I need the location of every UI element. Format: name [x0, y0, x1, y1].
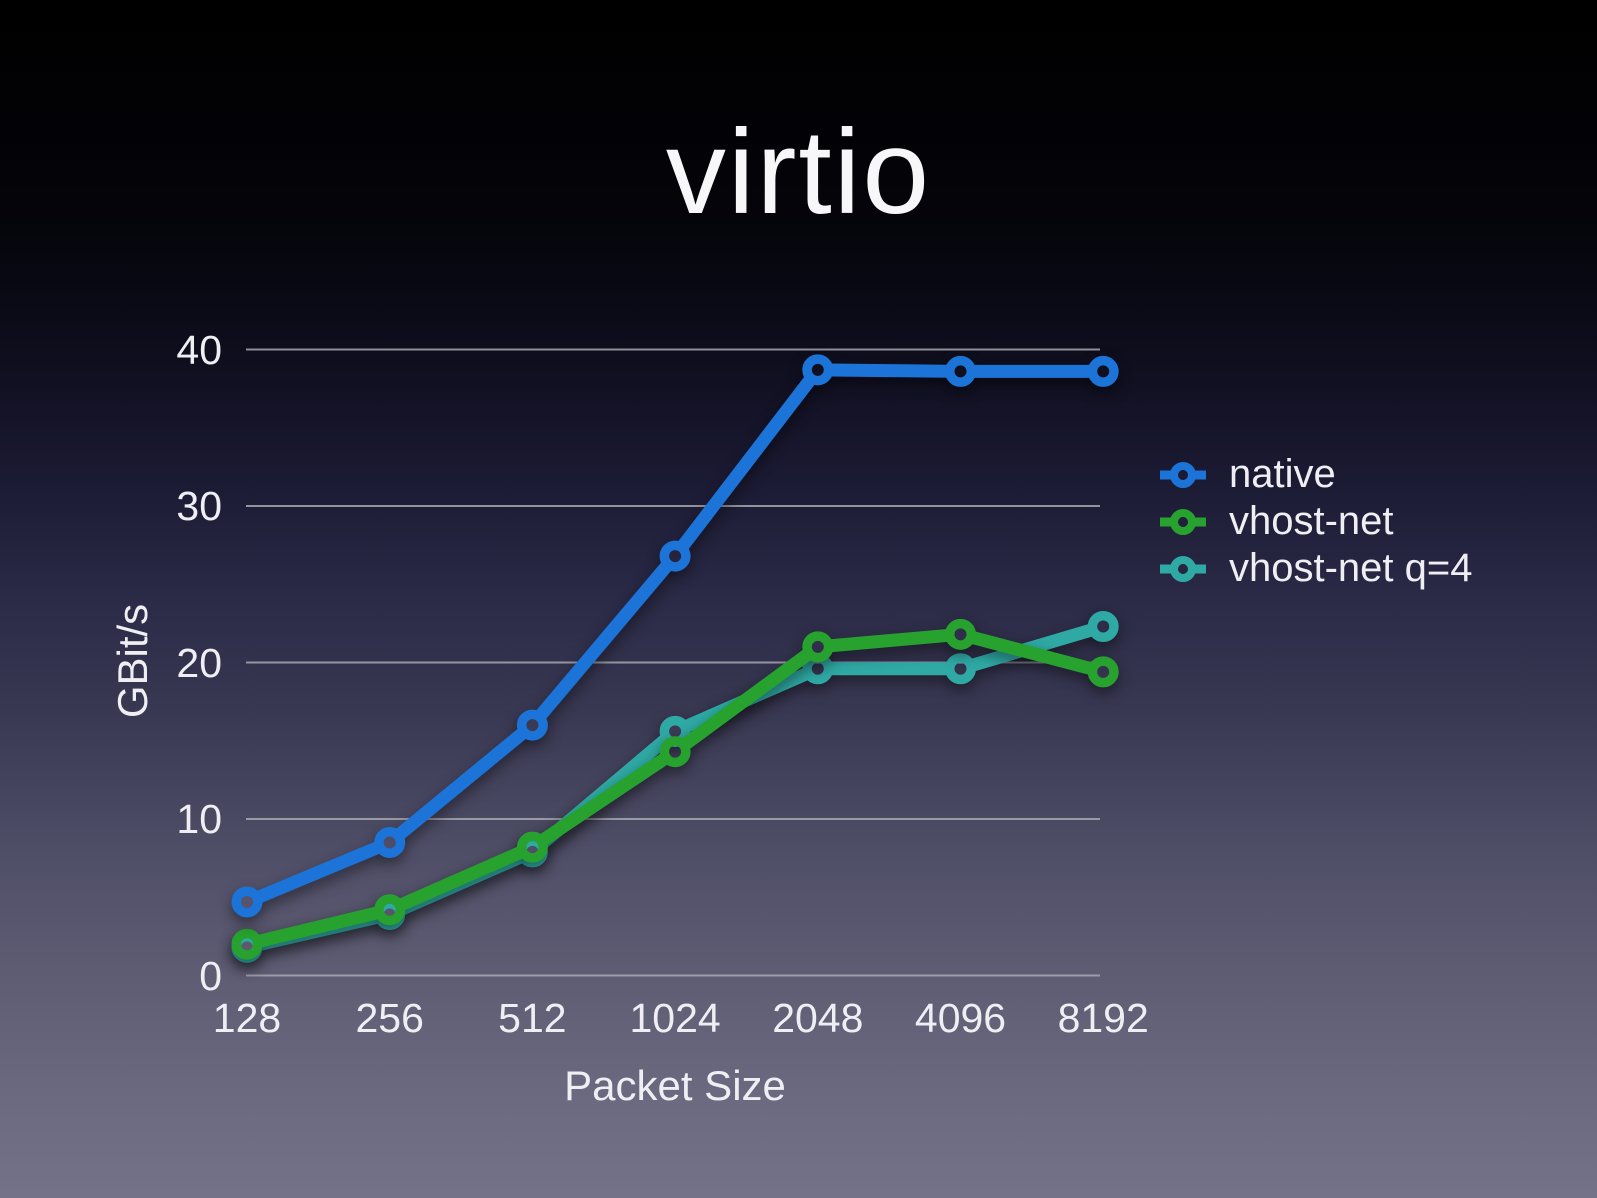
y-tick-label-40: 40	[176, 326, 222, 373]
data-point-marker	[659, 540, 691, 572]
legend-label: vhost-net	[1229, 499, 1394, 543]
data-point-marker	[659, 736, 691, 768]
x-tick-label-8192: 8192	[1057, 995, 1149, 1041]
data-point-marker	[945, 355, 976, 387]
legend-label: vhost-net q=4	[1229, 546, 1473, 590]
legend-item-vhost-net-q-4: vhost-net q=4	[1158, 545, 1473, 592]
data-point-marker	[1087, 611, 1119, 643]
y-tick-label-0: 0	[199, 952, 222, 999]
x-tick-label-512: 512	[498, 995, 567, 1041]
data-point-marker	[374, 894, 406, 926]
slide-title: virtio	[665, 105, 932, 239]
x-axis-title: Packet Size	[564, 1062, 786, 1109]
series-line	[240, 627, 1110, 951]
legend-marker-icon	[1160, 508, 1206, 535]
legend-label: native	[1229, 452, 1336, 496]
legend-marker-icon	[1160, 555, 1206, 582]
x-tick-label-4096: 4096	[914, 995, 1007, 1041]
legend-item-vhost-net: vhost-net	[1158, 498, 1473, 545]
chart-legend: native vhost-net vhost-net q=4	[1158, 451, 1473, 592]
y-tick-label-10: 10	[176, 796, 222, 842]
x-tick-label-256: 256	[355, 995, 424, 1041]
series-vhost-net	[231, 618, 1119, 960]
data-point-marker	[802, 631, 834, 663]
legend-marker-icon	[1160, 461, 1206, 488]
data-point-marker	[516, 709, 548, 741]
legend-item-native: native	[1158, 451, 1473, 498]
y-axis-title: GBit/s	[109, 603, 156, 719]
data-point-marker	[231, 928, 263, 960]
y-tick-label-30: 30	[176, 483, 222, 529]
data-point-marker	[1087, 355, 1119, 387]
series-vhost-net-q-4	[231, 611, 1119, 963]
data-point-marker	[802, 354, 834, 386]
data-point-marker	[1087, 656, 1119, 688]
data-point-marker	[374, 826, 406, 858]
data-point-marker	[945, 653, 976, 685]
x-tick-label-1024: 1024	[629, 995, 721, 1041]
x-tick-label-2048: 2048	[772, 995, 864, 1041]
data-point-marker	[945, 618, 976, 650]
data-point-marker	[231, 886, 263, 918]
x-tick-label-128: 128	[212, 995, 282, 1041]
series-line	[240, 363, 1110, 909]
series-native	[231, 354, 1119, 918]
y-tick-label-20: 20	[176, 639, 222, 686]
data-point-marker	[516, 831, 548, 863]
